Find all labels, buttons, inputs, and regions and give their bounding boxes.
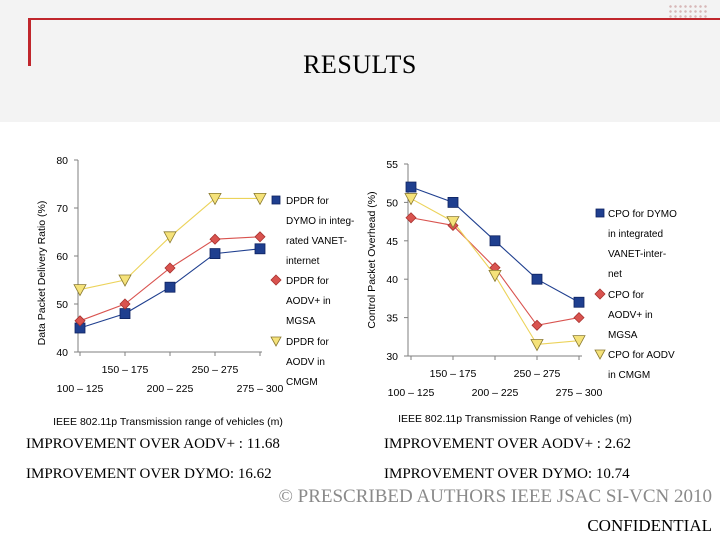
x-tick-label: 200 – 225 [147,383,194,395]
data-point-2-2 [488,269,502,283]
copyright-notice: © PRESCRIBED AUTHORS IEEE JSAC SI-VCN 20… [278,486,712,507]
x-axis-label: IEEE 802.11p Transmission Range of vehic… [398,413,632,425]
axis-lines [407,164,582,357]
x-tick-label: 150 – 175 [430,368,477,380]
plot-area: 40 50 60 70 80 100 – 125 150 – 175 200 – 225 250… [56,155,283,395]
y-tick-label: 40 [386,274,398,286]
data-point-0-1 [119,308,131,320]
y-tick-label: 50 [386,197,398,209]
stat-left-dymo: IMPROVEMENT OVER DYMO: 16.62 [26,466,272,482]
y-axis-label: Data Packet Delivery Ratio (%) [36,201,48,346]
y-tick-label: 80 [56,155,68,167]
data-point-2-4 [253,193,267,206]
legend-label-aodv-plus: DPDR for AODV+ in MGSA [286,276,331,327]
confidential-label: CONFIDENTIAL [587,516,712,535]
legend-marker-square [595,208,605,218]
slide-title: RESULTS [303,50,417,79]
x-tick-label: 250 – 275 [514,368,561,380]
legend-label-dymo: CPO for DYMO in integrated VANET-inter-net [608,209,677,280]
data-point-0-1 [447,197,459,208]
data-point-0-0 [405,181,417,193]
y-tick-label: 70 [56,203,68,215]
data-point-1-4 [573,312,585,324]
accent-line-horizontal [28,18,720,20]
data-point-1-1 [119,298,131,310]
data-point-0-3 [209,248,221,259]
axis-lines [77,160,262,353]
x-tick-label: 100 – 125 [388,387,435,399]
data-point-1-3 [531,319,543,331]
data-point-1-0 [405,212,417,224]
series-line-1 [79,236,261,322]
data-point-1-3 [209,233,221,245]
chart-marks: 40 50 60 70 80 100 – 125 150 – 175 200 – 225 250… [56,155,283,395]
legend-marker-triangle [594,349,606,360]
x-tick-label: 100 – 125 [57,383,104,395]
data-point-0-3 [531,273,543,285]
x-tick-label: 275 – 300 [556,387,603,399]
stat-right-dymo: IMPROVEMENT OVER DYMO: 10.74 [384,466,630,482]
data-point-2-1 [446,216,460,229]
y-tick-label: 50 [56,299,68,311]
legend-marker-diamond [270,274,282,286]
data-point-1-2 [164,262,176,274]
data-point-2-1 [118,274,132,287]
data-point-0-2 [164,281,176,293]
corner-dot-pattern [668,4,708,18]
accent-line-vertical [28,18,31,66]
y-tick-label: 30 [386,351,398,363]
x-tick-label: 275 – 300 [237,383,284,395]
x-tick-label: 200 – 225 [472,387,519,399]
data-point-0-4 [254,243,266,255]
data-point-1-0 [74,315,86,327]
legend-label-dymo: DPDR for DYMO in integ-rated VANET-intern… [286,196,354,267]
x-tick-label: 250 – 275 [192,364,239,376]
legend: DPDR for DYMO in integ-rated VANET-intern… [270,195,354,388]
stat-right-aodv: IMPROVEMENT OVER AODV+ : 2.62 [384,436,631,452]
legend-label-aodv-plus: CPO for AODV+ in MGSA [608,290,653,341]
y-tick-label: 55 [386,159,398,171]
legend-marker-diamond [594,288,606,300]
y-axis-label: Control Packet Overhead (%) [366,191,378,328]
data-point-0-4 [573,296,585,308]
data-point-2-2 [163,231,177,244]
y-tick-label: 60 [56,251,68,263]
plot-area: 30 35 40 45 50 55 100 – 125 150 – 175 200 – 225 2… [386,159,602,399]
data-point-1-4 [254,231,266,243]
data-point-2-3 [208,193,222,206]
control-overhead-chart: 30 35 40 45 50 55 100 – 125 150 – 175 200 – 225 2… [366,159,677,425]
y-tick-label: 45 [386,236,398,248]
legend-marker-triangle [270,336,282,347]
legend-label-aodv: CPO for AODV in CMGM [608,350,675,381]
data-point-2-4 [572,335,586,348]
legend-label-aodv: DPDR for AODV in CMGM [286,337,329,388]
data-point-2-0 [73,284,87,297]
stat-left-aodv: IMPROVEMENT OVER AODV+ : 11.68 [26,436,280,452]
y-tick-label: 40 [56,347,68,359]
legend: CPO for DYMO in integrated VANET-inter-net… [594,208,677,381]
title-band [0,0,720,122]
data-point-2-3 [530,339,544,352]
y-tick-label: 35 [386,313,398,325]
chart-marks: 30 35 40 45 50 55 100 – 125 150 – 175 200 – 225 2… [386,159,602,399]
x-tick-label: 150 – 175 [102,364,149,376]
legend-marker-square [271,195,281,205]
delivery-ratio-chart: 40 50 60 70 80 100 – 125 150 – 175 200 – 225 250… [36,155,354,428]
series-line-2 [79,197,260,291]
data-point-0-2 [489,235,501,247]
x-axis-label: IEEE 802.11p Transmission range of vehic… [53,416,283,428]
data-point-2-0 [404,193,418,206]
